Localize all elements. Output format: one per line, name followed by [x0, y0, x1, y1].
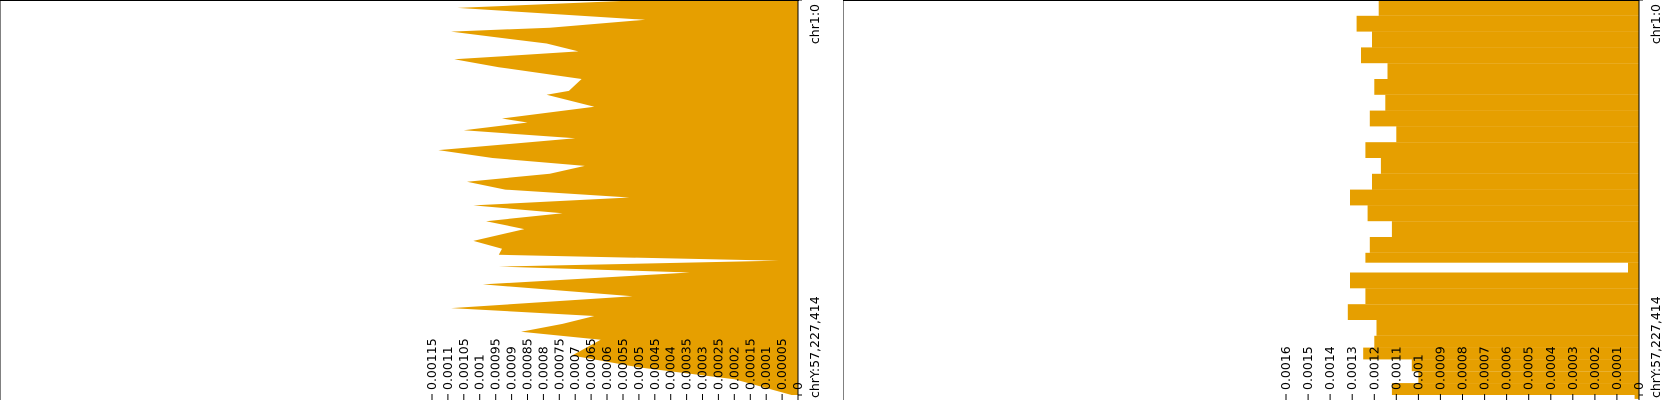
coverage-bar — [1387, 63, 1639, 79]
value-tick-label: 0.0004 — [663, 346, 678, 390]
coverage-bar — [1369, 110, 1639, 127]
area-chart: 00.000050.00010.000150.00020.000250.0003… — [0, 0, 822, 400]
value-tick-label: 0.00105 — [456, 338, 471, 390]
value-tick-label: 0.0014 — [1322, 346, 1337, 390]
coverage-bar — [1396, 126, 1639, 143]
coverage-bar — [1418, 371, 1639, 384]
value-tick-label: 0.0009 — [1432, 346, 1447, 390]
value-tick-label: 0.0011 — [1388, 346, 1403, 390]
coverage-bar — [1628, 262, 1639, 273]
coverage-bar-track: 00.00010.00020.00030.00040.00050.00060.0… — [842, 0, 1670, 400]
coverage-bar — [1634, 395, 1639, 399]
genome-end-label: chrY:57,227,414 — [807, 296, 822, 398]
coverage-bar — [1378, 0, 1639, 16]
coverage-area — [438, 0, 798, 395]
value-tick-label: 0.0006 — [1499, 346, 1514, 390]
coverage-bar — [1365, 142, 1639, 158]
area-series — [438, 0, 798, 395]
coverage-bar — [1350, 189, 1639, 206]
coverage-bar — [1391, 383, 1639, 395]
coverage-bar — [1374, 335, 1640, 348]
value-tick-label: 0.0006 — [599, 346, 614, 390]
value-tick-label: 0.0009 — [504, 346, 519, 390]
value-tick-label: 0.0012 — [1366, 346, 1381, 390]
genome-start-label: chr1:0 — [1648, 4, 1663, 44]
coverage-bar — [1347, 304, 1639, 320]
value-tick-label: 0.0011 — [440, 346, 455, 390]
value-tick-label: 0.00015 — [742, 338, 757, 390]
coverage-bar — [1361, 47, 1639, 64]
value-tick-label: 0.0007 — [1477, 346, 1492, 390]
value-tick-label: 0.001 — [472, 354, 487, 390]
value-tick-label: 0.0008 — [535, 346, 550, 390]
bar-series — [1347, 0, 1640, 399]
value-tick-label: 0.00085 — [520, 338, 535, 390]
value-tick-label: 0.00115 — [424, 338, 439, 390]
value-tick-label: 0.00045 — [647, 338, 662, 390]
coverage-bar — [1372, 31, 1639, 48]
genome-end-label: chrY:57,227,414 — [1648, 296, 1663, 398]
value-tick-label: 0.00005 — [774, 338, 789, 390]
value-axis: 00.000050.00010.000150.00020.000250.0003… — [424, 338, 805, 400]
coverage-bar — [1365, 252, 1639, 263]
coverage-bar — [1385, 94, 1639, 111]
coverage-bar — [1365, 288, 1639, 305]
value-tick-label: 0.0002 — [1587, 346, 1602, 390]
coverage-bar — [1411, 359, 1639, 372]
genome-start-label: chr1:0 — [807, 4, 822, 44]
value-tick-label: 0.0013 — [1344, 346, 1359, 390]
value-tick-label: 0.0016 — [1278, 346, 1293, 390]
coverage-bar — [1374, 79, 1640, 95]
coverage-bar — [1350, 272, 1639, 289]
value-tick-label: 0.0001 — [758, 346, 773, 390]
coverage-bar — [1363, 347, 1639, 360]
value-tick-label: 0.0007 — [567, 346, 582, 390]
value-tick-label: 0.00095 — [488, 338, 503, 390]
coverage-bar — [1356, 15, 1639, 32]
value-tick-label: 0.00065 — [583, 338, 598, 390]
coverage-area-track: 00.000050.00010.000150.00020.000250.0003… — [0, 0, 830, 400]
coverage-bar — [1367, 205, 1639, 222]
value-tick-label: 0.001 — [1410, 354, 1425, 390]
bar-chart: 00.00010.00020.00030.00040.00050.00060.0… — [842, 0, 1663, 400]
value-tick-label: 0.0002 — [726, 346, 741, 390]
coverage-bar — [1369, 237, 1639, 253]
coverage-bar — [1372, 173, 1639, 190]
value-tick-label: 0.0015 — [1300, 346, 1315, 390]
value-tick-label: 0.0003 — [1565, 346, 1580, 390]
coverage-bar — [1380, 158, 1639, 174]
value-tick-label: 0.00035 — [679, 338, 694, 390]
value-tick-label: 0.00055 — [615, 338, 630, 390]
value-tick-label: 0.0005 — [631, 346, 646, 390]
value-tick-label: 0.00025 — [710, 338, 725, 390]
value-tick-label: 0.0001 — [1609, 346, 1624, 390]
value-tick-label: 0.00075 — [551, 338, 566, 390]
value-axis: 00.00010.00020.00030.00040.00050.00060.0… — [1278, 346, 1646, 400]
value-tick-label: 0.0005 — [1521, 346, 1536, 390]
value-tick-label: 0.0004 — [1543, 346, 1558, 390]
value-tick-label: 0.0008 — [1455, 346, 1470, 390]
value-tick-label: 0.0003 — [695, 346, 710, 390]
coverage-bar — [1376, 320, 1639, 336]
coverage-bar — [1391, 221, 1639, 237]
